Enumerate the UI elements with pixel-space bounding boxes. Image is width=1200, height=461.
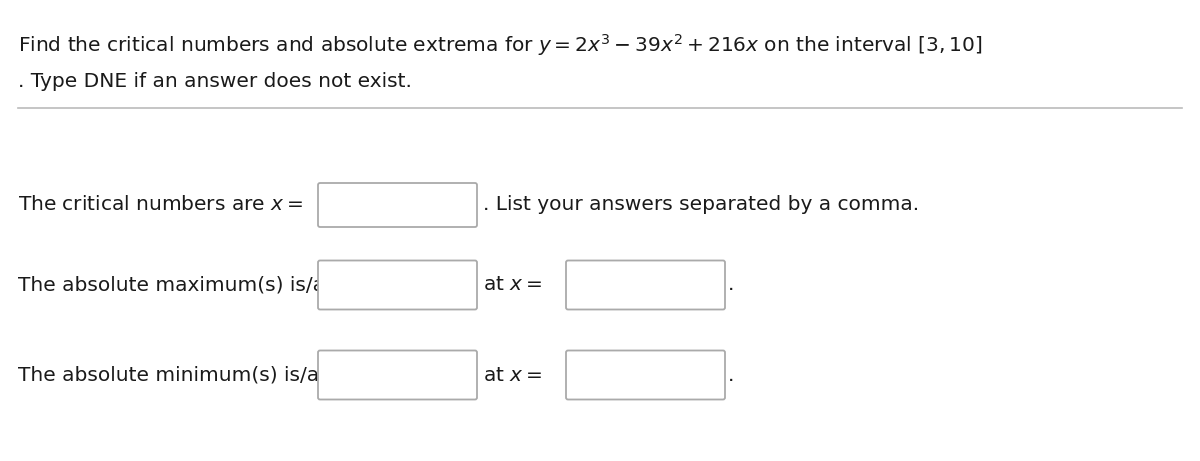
FancyBboxPatch shape — [566, 350, 725, 400]
Text: at $x =$: at $x =$ — [482, 276, 542, 295]
Text: at $x =$: at $x =$ — [482, 366, 542, 384]
FancyBboxPatch shape — [318, 260, 478, 309]
Text: The absolute maximum(s) is/are: The absolute maximum(s) is/are — [18, 276, 346, 295]
Text: .: . — [728, 366, 734, 384]
Text: . Type DNE if an answer does not exist.: . Type DNE if an answer does not exist. — [18, 72, 412, 91]
Text: .: . — [728, 276, 734, 295]
Text: Find the critical numbers and absolute extrema for $y = 2x^3 - 39x^2 + 216x$ on : Find the critical numbers and absolute e… — [18, 32, 983, 58]
Text: . List your answers separated by a comma.: . List your answers separated by a comma… — [482, 195, 919, 214]
Text: The absolute minimum(s) is/are: The absolute minimum(s) is/are — [18, 366, 340, 384]
FancyBboxPatch shape — [318, 183, 478, 227]
FancyBboxPatch shape — [566, 260, 725, 309]
FancyBboxPatch shape — [318, 350, 478, 400]
Text: The critical numbers are $x =$: The critical numbers are $x =$ — [18, 195, 304, 214]
